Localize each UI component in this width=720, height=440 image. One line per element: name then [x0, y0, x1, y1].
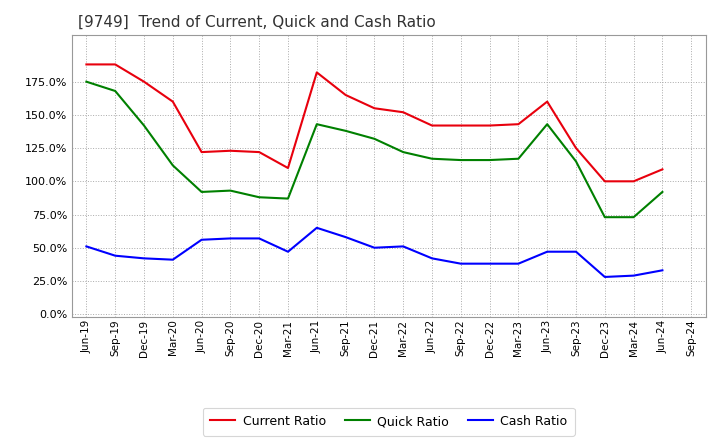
Cash Ratio [341, 235, 350, 240]
Current Ratio [226, 148, 235, 154]
Current Ratio [456, 123, 465, 128]
Quick Ratio [312, 121, 321, 127]
Cash Ratio [658, 268, 667, 273]
Quick Ratio [572, 159, 580, 164]
Cash Ratio [111, 253, 120, 258]
Quick Ratio [284, 196, 292, 201]
Quick Ratio [255, 194, 264, 200]
Current Ratio [370, 106, 379, 111]
Cash Ratio [629, 273, 638, 278]
Quick Ratio [543, 121, 552, 127]
Current Ratio [399, 110, 408, 115]
Quick Ratio [485, 158, 494, 163]
Current Ratio [629, 179, 638, 184]
Quick Ratio [514, 156, 523, 161]
Quick Ratio [629, 215, 638, 220]
Text: [9749]  Trend of Current, Quick and Cash Ratio: [9749] Trend of Current, Quick and Cash … [78, 15, 436, 30]
Current Ratio [255, 150, 264, 155]
Current Ratio [111, 62, 120, 67]
Cash Ratio [600, 274, 609, 279]
Cash Ratio [399, 244, 408, 249]
Cash Ratio [140, 256, 148, 261]
Current Ratio [341, 92, 350, 98]
Current Ratio [572, 146, 580, 151]
Current Ratio [312, 70, 321, 75]
Current Ratio [82, 62, 91, 67]
Current Ratio [197, 150, 206, 155]
Current Ratio [543, 99, 552, 104]
Current Ratio [428, 123, 436, 128]
Cash Ratio [226, 236, 235, 241]
Cash Ratio [514, 261, 523, 266]
Quick Ratio [456, 158, 465, 163]
Cash Ratio [312, 225, 321, 231]
Quick Ratio [428, 156, 436, 161]
Cash Ratio [370, 245, 379, 250]
Quick Ratio [341, 128, 350, 133]
Cash Ratio [485, 261, 494, 266]
Quick Ratio [140, 123, 148, 128]
Line: Cash Ratio: Cash Ratio [86, 228, 662, 277]
Cash Ratio [543, 249, 552, 254]
Current Ratio [485, 123, 494, 128]
Current Ratio [600, 179, 609, 184]
Quick Ratio [82, 79, 91, 84]
Quick Ratio [168, 163, 177, 168]
Quick Ratio [399, 150, 408, 155]
Current Ratio [284, 165, 292, 171]
Quick Ratio [370, 136, 379, 141]
Cash Ratio [82, 244, 91, 249]
Cash Ratio [284, 249, 292, 254]
Quick Ratio [600, 215, 609, 220]
Cash Ratio [572, 249, 580, 254]
Quick Ratio [226, 188, 235, 193]
Quick Ratio [197, 189, 206, 194]
Current Ratio [658, 167, 667, 172]
Line: Quick Ratio: Quick Ratio [86, 82, 662, 217]
Cash Ratio [456, 261, 465, 266]
Cash Ratio [255, 236, 264, 241]
Line: Current Ratio: Current Ratio [86, 64, 662, 181]
Cash Ratio [168, 257, 177, 262]
Quick Ratio [658, 189, 667, 194]
Current Ratio [514, 121, 523, 127]
Cash Ratio [428, 256, 436, 261]
Cash Ratio [197, 237, 206, 242]
Current Ratio [140, 79, 148, 84]
Quick Ratio [111, 88, 120, 94]
Legend: Current Ratio, Quick Ratio, Cash Ratio: Current Ratio, Quick Ratio, Cash Ratio [203, 407, 575, 436]
Current Ratio [168, 99, 177, 104]
